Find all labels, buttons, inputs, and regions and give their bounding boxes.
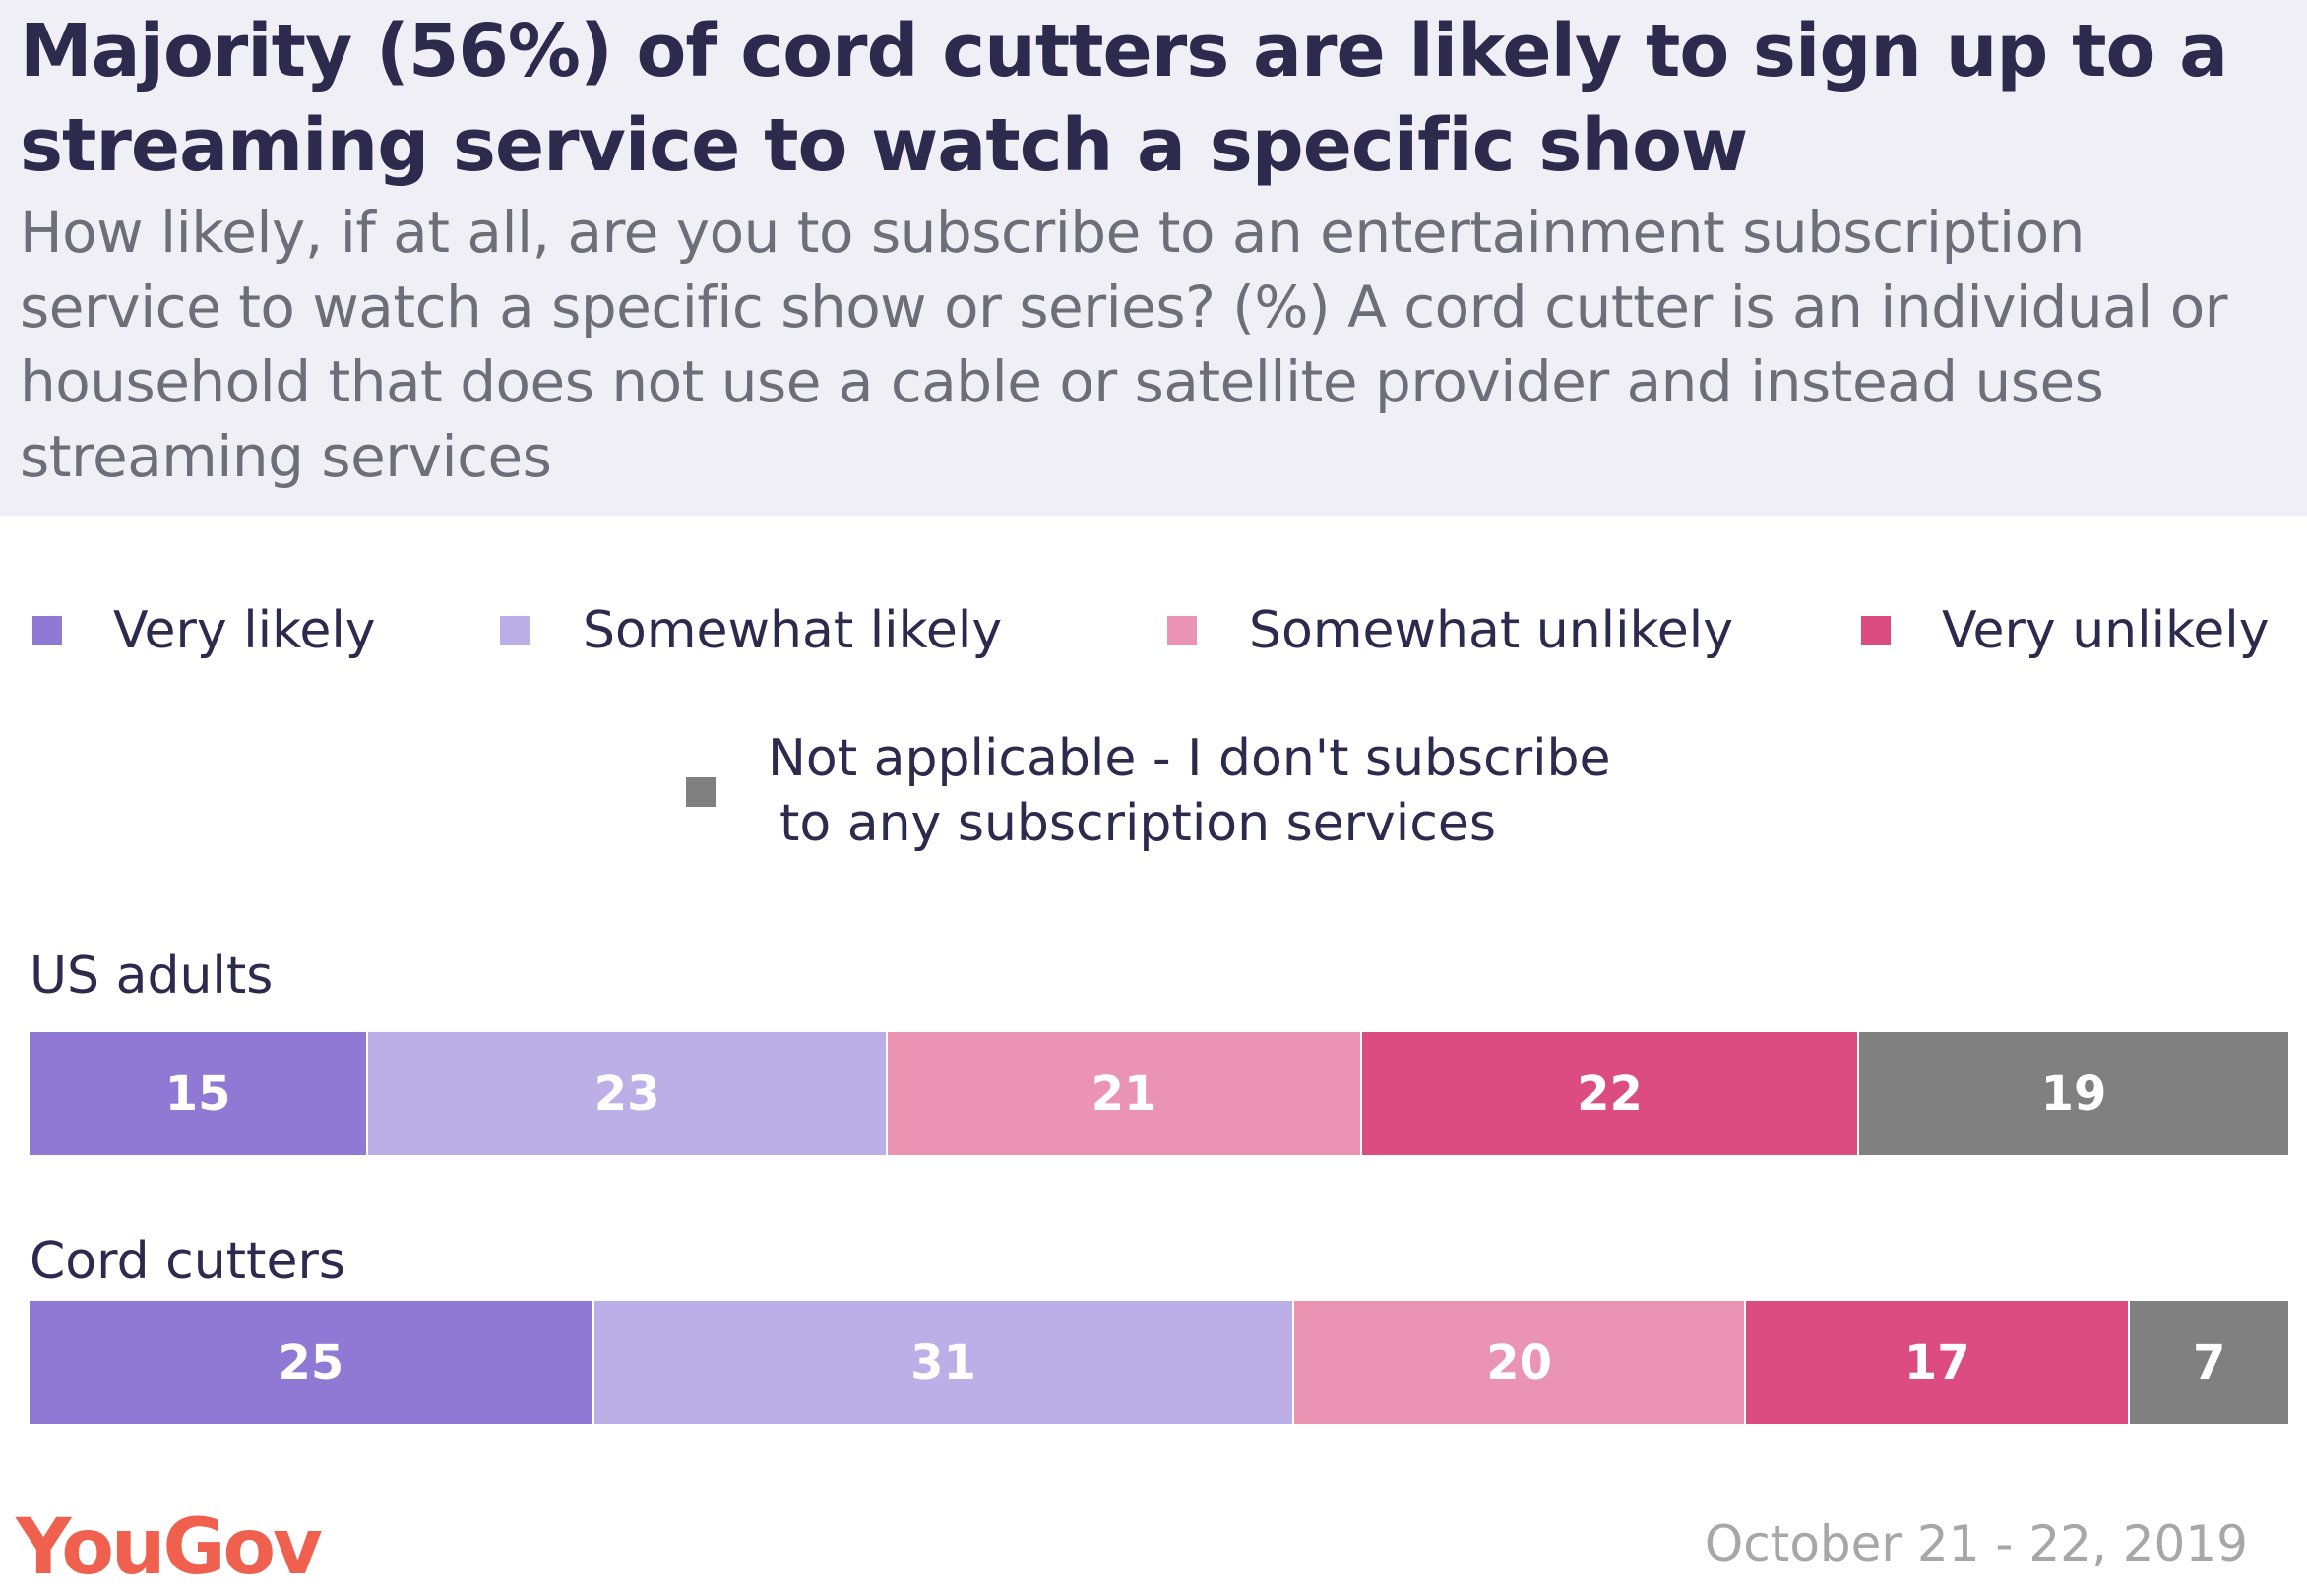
bar-segment: 25: [30, 1301, 594, 1424]
bar-segment: 22: [1362, 1032, 1859, 1155]
data-label: 15: [164, 1066, 231, 1122]
legend-swatch-very-likely: [32, 616, 62, 645]
data-label: 19: [2040, 1066, 2107, 1122]
legend-label: Very unlikely: [1942, 601, 2270, 660]
bar-segment: 20: [1294, 1301, 1747, 1424]
data-label: 23: [593, 1066, 660, 1122]
bar-us-adults: 15 23 21 22 19: [30, 1032, 2288, 1155]
bar-segment: 7: [2130, 1301, 2288, 1424]
data-label: 25: [278, 1334, 344, 1390]
data-label: 31: [910, 1334, 976, 1390]
yougov-logo: YouGov: [16, 1504, 323, 1592]
bar-segment: 31: [593, 1301, 1295, 1424]
legend-swatch-somewhat-unlikely: [1167, 616, 1197, 645]
bar-segment: 23: [368, 1032, 889, 1155]
legend-label: Somewhat unlikely: [1249, 601, 1734, 660]
legend-label: Somewhat likely: [583, 601, 1003, 660]
chart-subtitle: How likely, if at all, are you to subscr…: [20, 199, 2228, 490]
row-label-us-adults: US adults: [30, 947, 274, 1006]
legend-swatch-somewhat-likely: [500, 616, 530, 645]
legend-swatch-very-unlikely: [1861, 616, 1891, 645]
bar-segment: 15: [30, 1032, 369, 1155]
bar-segment: 17: [1746, 1301, 2131, 1424]
legend-label: Not applicable - I don't subscribe: [768, 729, 1611, 788]
row-label-cord-cutters: Cord cutters: [30, 1232, 345, 1291]
header: Majority (56%) of cord cutters are likel…: [0, 0, 2307, 516]
bar-segment: 21: [888, 1032, 1363, 1155]
chart-title: Majority (56%) of cord cutters are likel…: [20, 9, 2228, 188]
survey-date: October 21 - 22, 2019: [1704, 1515, 2248, 1572]
data-label: 17: [1903, 1334, 1970, 1390]
legend-swatch-not-applicable: [686, 777, 716, 807]
bar-cord-cutters: 25 31 20 17 7: [30, 1301, 2288, 1424]
data-label: 20: [1486, 1334, 1553, 1390]
data-label: 21: [1091, 1066, 1157, 1122]
legend-label: to any subscription services: [779, 794, 1496, 853]
bar-segment: 19: [1858, 1032, 2288, 1155]
data-label: 7: [2192, 1334, 2226, 1390]
data-label: 22: [1577, 1066, 1643, 1122]
legend-label: Very likely: [113, 601, 376, 660]
